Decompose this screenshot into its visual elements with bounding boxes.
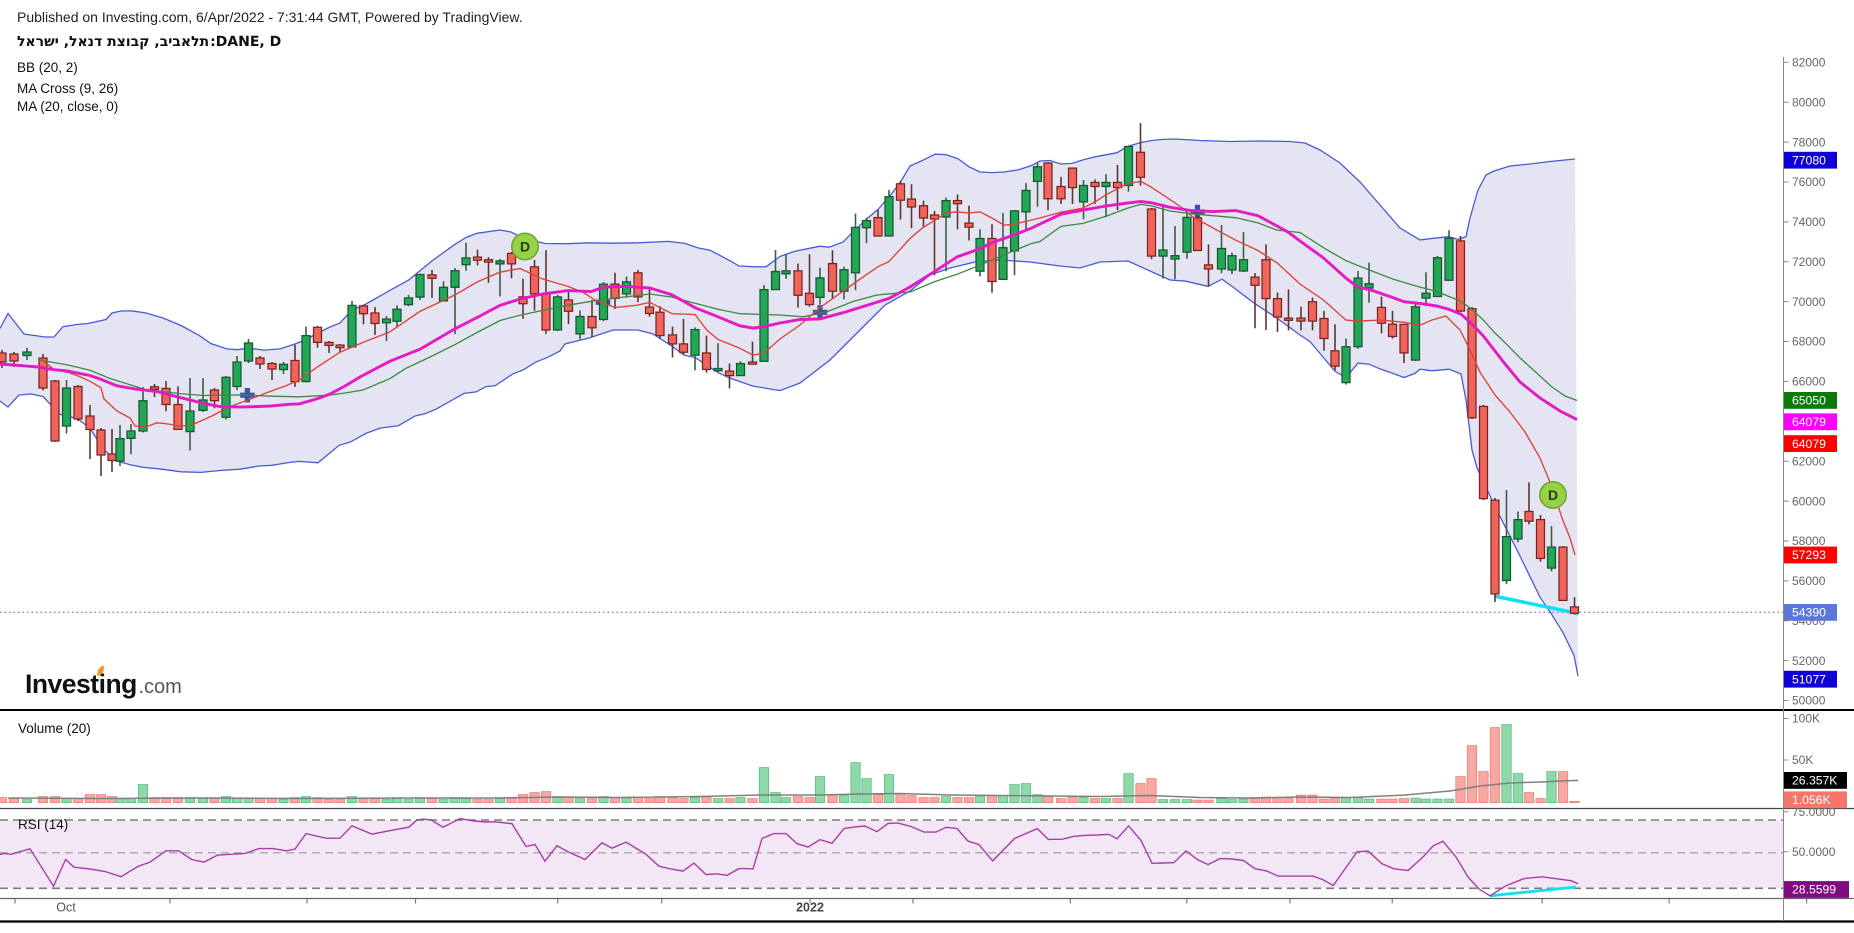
svg-text:100K: 100K	[1792, 712, 1820, 726]
svg-text:D: D	[1548, 487, 1558, 503]
svg-text:62000: 62000	[1792, 454, 1826, 468]
svg-text:57293: 57293	[1792, 548, 1826, 562]
svg-text:28.5599: 28.5599	[1792, 883, 1836, 897]
svg-text:2022: 2022	[796, 901, 824, 915]
svg-text:1.056K: 1.056K	[1792, 793, 1831, 807]
svg-text:64079: 64079	[1792, 415, 1826, 429]
svg-text:80000: 80000	[1792, 95, 1826, 109]
svg-text:74000: 74000	[1792, 215, 1826, 229]
svg-text:52000: 52000	[1792, 654, 1826, 668]
svg-text:68000: 68000	[1792, 335, 1826, 349]
svg-text:65050: 65050	[1792, 394, 1826, 408]
svg-text:64079: 64079	[1792, 437, 1826, 451]
svg-text:BB (20, 2): BB (20, 2)	[17, 60, 78, 75]
svg-text:58000: 58000	[1792, 534, 1826, 548]
svg-text:D: D	[520, 239, 530, 255]
svg-text:RSI (14): RSI (14)	[18, 817, 68, 832]
svg-text:78000: 78000	[1792, 135, 1826, 149]
svg-text:50000: 50000	[1792, 694, 1826, 708]
svg-text:77080: 77080	[1792, 153, 1826, 167]
svg-text:Volume (20): Volume (20)	[18, 721, 91, 736]
svg-text:Oct: Oct	[56, 901, 76, 915]
svg-text:75.0000: 75.0000	[1792, 805, 1836, 819]
svg-text:Investing: Investing	[25, 669, 137, 699]
svg-text:70000: 70000	[1792, 295, 1826, 309]
svg-text:82000: 82000	[1792, 56, 1826, 70]
svg-text:.com: .com	[139, 676, 182, 698]
svg-text:50K: 50K	[1792, 753, 1813, 767]
svg-text:66000: 66000	[1792, 375, 1826, 389]
svg-text:Published on Investing.com, 6/: Published on Investing.com, 6/Apr/2022 -…	[17, 9, 523, 25]
svg-text:50.0000: 50.0000	[1792, 845, 1836, 859]
svg-text:MA Cross (9, 26): MA Cross (9, 26)	[17, 81, 118, 96]
svg-text:54390: 54390	[1792, 606, 1826, 620]
svg-text:60000: 60000	[1792, 494, 1826, 508]
svg-text:26.357K: 26.357K	[1792, 774, 1837, 788]
svg-text:72000: 72000	[1792, 255, 1826, 269]
svg-text:76000: 76000	[1792, 175, 1826, 189]
svg-text:51077: 51077	[1792, 672, 1826, 686]
svg-text:56000: 56000	[1792, 574, 1826, 588]
svg-text:MA (20, close, 0): MA (20, close, 0)	[17, 99, 118, 114]
